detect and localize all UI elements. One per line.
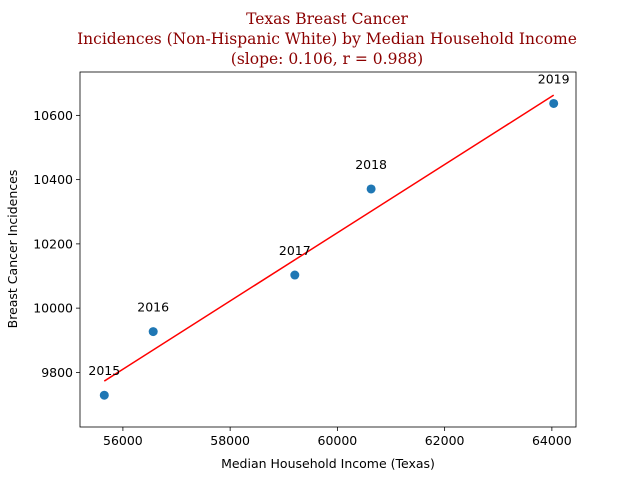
x-tick-label: 64000 [532, 433, 572, 448]
y-tick-label: 10000 [33, 301, 73, 316]
y-tick-label: 10400 [33, 172, 73, 187]
data-point-2015 [99, 390, 109, 400]
x-tick-label: 56000 [103, 433, 143, 448]
plot-frame [79, 71, 577, 428]
x-tick-label: 62000 [425, 433, 465, 448]
chart-title-line-1: Texas Breast Cancer [246, 10, 408, 28]
x-tick-label: 60000 [318, 433, 358, 448]
plot-area: 2015 2016 2017 2018 2019 [88, 71, 570, 400]
data-point-2018 [366, 184, 376, 194]
y-tick-label: 9800 [41, 365, 73, 380]
data-point-2017 [290, 270, 300, 280]
point-label-2019: 2019 [538, 71, 570, 86]
y-axis-label: Breast Cancer Incidences [5, 170, 20, 329]
point-label-2016: 2016 [137, 300, 169, 315]
y-tick-label: 10200 [33, 236, 73, 251]
y-tick-label: 10600 [33, 108, 73, 123]
trendline [103, 94, 555, 382]
chart-title-line-2: Incidences (Non-Hispanic White) by Media… [77, 30, 577, 48]
chart-title-line-3: (slope: 0.106, r = 0.988) [231, 50, 423, 68]
point-label-2018: 2018 [355, 157, 387, 172]
point-label-2015: 2015 [88, 363, 120, 378]
x-tick-label: 58000 [210, 433, 250, 448]
point-label-2017: 2017 [279, 243, 311, 258]
x-axis-label: Median Household Income (Texas) [221, 456, 435, 471]
data-point-2016 [148, 327, 158, 337]
data-point-2019 [549, 98, 559, 108]
